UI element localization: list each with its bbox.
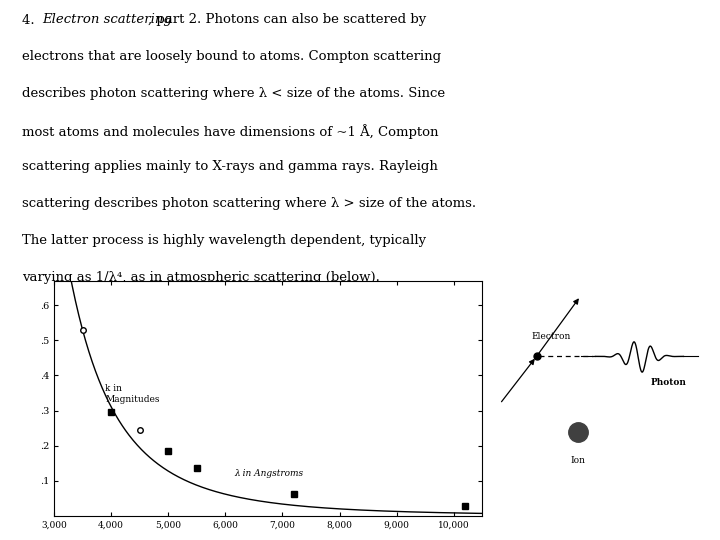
Text: scattering describes photon scattering where λ > size of the atoms.: scattering describes photon scattering w… [22, 197, 476, 210]
Text: electrons that are loosely bound to atoms. Compton scattering: electrons that are loosely bound to atom… [22, 50, 441, 63]
Text: Electron: Electron [531, 332, 571, 341]
Text: , part 2. Photons can also be scattered by: , part 2. Photons can also be scattered … [148, 14, 426, 26]
Text: 4.: 4. [22, 14, 38, 26]
Text: k in
Magnitudes: k in Magnitudes [105, 383, 160, 403]
Text: Electron scattering: Electron scattering [42, 14, 171, 26]
Text: describes photon scattering where λ < size of the atoms. Since: describes photon scattering where λ < si… [22, 87, 445, 100]
Text: scattering applies mainly to X-rays and gamma rays. Rayleigh: scattering applies mainly to X-rays and … [22, 160, 438, 173]
Text: λ in Angstroms: λ in Angstroms [234, 469, 303, 478]
Text: Photon: Photon [651, 378, 687, 387]
Text: varying as 1/λ⁴, as in atmospheric scattering (below).: varying as 1/λ⁴, as in atmospheric scatt… [22, 271, 379, 284]
Text: The latter process is highly wavelength dependent, typically: The latter process is highly wavelength … [22, 234, 426, 247]
Text: Ion: Ion [571, 456, 585, 464]
Text: most atoms and molecules have dimensions of ~1 Å, Compton: most atoms and molecules have dimensions… [22, 124, 438, 139]
